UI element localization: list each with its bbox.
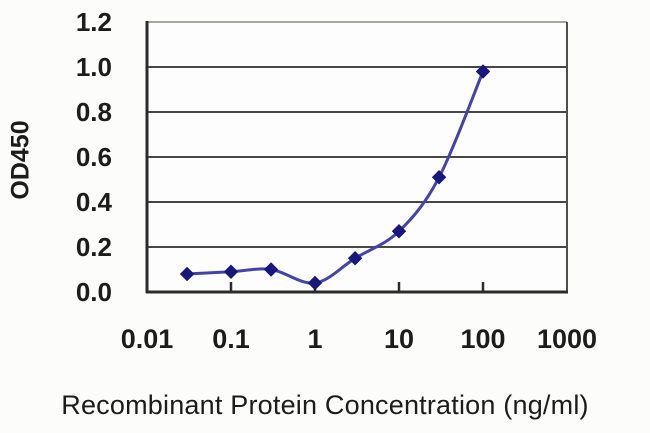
data-point-marker: [347, 251, 363, 266]
y-tick-label: 0.4: [76, 187, 113, 217]
x-tick-label: 1000: [537, 324, 597, 354]
y-tick-label: 0.6: [76, 142, 112, 172]
y-axis-title: OD450: [6, 120, 35, 200]
x-tick-label: 1: [307, 324, 322, 354]
data-point-marker: [391, 224, 407, 239]
data-point-marker: [307, 275, 323, 291]
data-point-marker: [223, 264, 239, 279]
y-tick-label: 1.0: [76, 52, 112, 82]
y-tick-label: 0.0: [76, 277, 112, 307]
data-point-marker: [179, 266, 195, 282]
x-tick-label: 10: [384, 324, 414, 354]
x-tick-label: 100: [460, 324, 505, 354]
x-tick-label: 0.1: [212, 324, 250, 354]
x-tick-label: 0.01: [121, 324, 174, 354]
data-point-marker: [475, 64, 491, 79]
data-point-marker: [431, 170, 447, 185]
x-axis-title: Recombinant Protein Concentration (ng/ml…: [61, 390, 589, 420]
y-tick-label: 0.2: [76, 232, 112, 262]
y-tick-label: 0.8: [76, 97, 112, 127]
y-tick-label: 1.2: [76, 7, 112, 37]
data-point-marker: [263, 262, 279, 277]
